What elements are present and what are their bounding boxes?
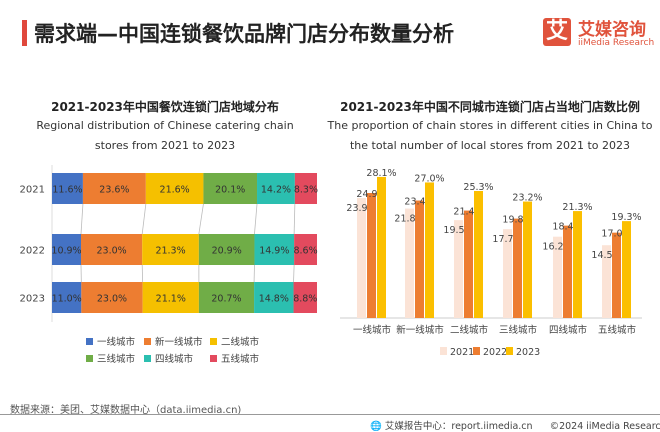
legend-label: 新一线城市 <box>155 336 203 348</box>
data-label: 10.9% <box>51 246 81 257</box>
bar <box>405 209 414 318</box>
data-label: 8.6% <box>293 246 317 257</box>
legend-label: 五线城市 <box>221 353 260 365</box>
x-tick-label: 三线城市 <box>499 324 538 336</box>
data-label: 23.0% <box>97 246 127 257</box>
x-tick-label: 五线城市 <box>598 324 637 336</box>
y-tick-label: 2021 <box>20 185 45 196</box>
data-label: 11.6% <box>52 185 82 196</box>
legend-label: 一线城市 <box>97 336 136 348</box>
data-label: 19.3% <box>611 212 641 223</box>
legend-swatch <box>506 347 513 355</box>
connector-line <box>254 204 257 234</box>
bar <box>563 226 572 318</box>
data-label: 20.1% <box>215 185 245 196</box>
legend-swatch <box>210 355 217 362</box>
data-label: 11.0% <box>52 294 82 305</box>
legend-label: 2022 <box>483 347 507 358</box>
legend-swatch <box>473 347 480 355</box>
legend-swatch <box>144 355 151 362</box>
connector-line <box>199 204 204 234</box>
connector-line <box>294 204 295 234</box>
legend-swatch <box>144 338 151 345</box>
y-tick-label: 2022 <box>20 246 45 257</box>
data-label: 28.1% <box>366 168 396 179</box>
x-tick-label: 二线城市 <box>450 324 489 336</box>
x-tick-label: 四线城市 <box>549 324 588 336</box>
copyright: ©2024 iiMedia Research Inc <box>550 421 660 432</box>
legend-label: 2023 <box>516 347 540 358</box>
bar <box>357 198 366 318</box>
legend-swatch <box>440 347 447 355</box>
data-label: 23.6% <box>99 185 129 196</box>
legend-label: 二线城市 <box>221 336 260 348</box>
bar <box>622 221 631 318</box>
report-link[interactable]: 艾媒报告中心：report.iimedia.cn <box>385 421 533 432</box>
legend-label: 2021 <box>450 347 474 358</box>
bar <box>513 219 522 318</box>
data-label: 14.8% <box>259 294 289 305</box>
bar <box>523 202 532 318</box>
bar <box>425 182 434 318</box>
data-label: 20.7% <box>211 294 241 305</box>
data-label: 14.9% <box>259 246 289 257</box>
data-label: 21.3% <box>155 246 185 257</box>
legend-label: 四线城市 <box>155 353 194 365</box>
data-label: 25.3% <box>463 182 493 193</box>
connector-line <box>294 265 295 282</box>
connector-line <box>142 204 146 234</box>
data-label: 8.3% <box>294 185 318 196</box>
data-label: 23.0% <box>97 294 127 305</box>
connector-line <box>81 204 83 234</box>
globe-icon: 🌐 <box>370 421 382 432</box>
bar <box>415 201 424 318</box>
data-label: 21.6% <box>160 185 190 196</box>
data-label: 21.1% <box>156 294 186 305</box>
footer-divider <box>0 414 660 415</box>
data-label: 27.0% <box>414 173 444 184</box>
data-label: 8.8% <box>293 294 317 305</box>
bar <box>573 211 582 318</box>
bar <box>474 191 483 318</box>
x-tick-label: 新一线城市 <box>396 324 444 336</box>
y-tick-label: 2023 <box>20 294 45 305</box>
bar <box>377 177 386 318</box>
bar <box>464 211 473 318</box>
x-tick-label: 一线城市 <box>353 324 392 336</box>
data-label: 21.3% <box>562 202 592 213</box>
legend-swatch <box>86 338 93 345</box>
bar <box>612 233 621 318</box>
legend-swatch <box>210 338 217 345</box>
data-label: 23.2% <box>512 193 542 204</box>
data-label: 20.9% <box>212 246 242 257</box>
legend-swatch <box>86 355 93 362</box>
legend-label: 三线城市 <box>97 353 136 365</box>
bar <box>367 193 376 318</box>
data-label: 14.2% <box>261 185 291 196</box>
